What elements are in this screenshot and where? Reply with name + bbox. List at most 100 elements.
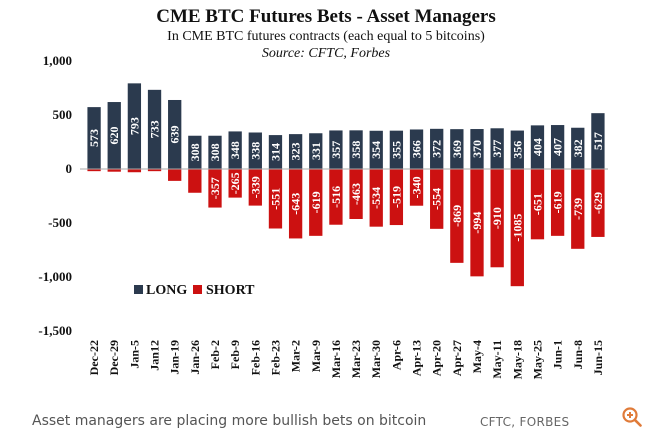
x-tick-label: Mar-30 — [369, 340, 383, 378]
long-bar — [228, 131, 242, 169]
bar-chart: CME BTC Futures Bets - Asset Managers In… — [38, 6, 608, 379]
short-bar — [349, 169, 363, 220]
x-tick-label: Mar-9 — [309, 340, 323, 372]
caption-bar: Asset managers are placing more bullish … — [0, 405, 650, 436]
short-bar — [389, 169, 404, 226]
short-value-label: -339 — [248, 176, 262, 198]
x-tick-label: Mar-2 — [289, 340, 303, 372]
legend-swatch-short — [193, 285, 202, 294]
short-bar — [550, 169, 565, 236]
long-value-label: 377 — [490, 140, 504, 158]
short-value-label: -534 — [369, 187, 383, 209]
long-value-label: 517 — [591, 132, 605, 150]
x-tick-label: Feb-9 — [228, 340, 242, 369]
long-bar — [470, 129, 484, 169]
y-tick-label: -500 — [48, 215, 72, 230]
y-tick-label: 0 — [66, 161, 73, 176]
long-value-label: 733 — [148, 120, 162, 138]
short-value-label: -910 — [490, 207, 504, 229]
short-value-label: -265 — [228, 172, 242, 194]
x-tick-label: Jan-19 — [168, 340, 182, 375]
chart-subtitle: In CME BTC futures contracts (each equal… — [167, 29, 485, 44]
short-value-label: -463 — [349, 183, 363, 205]
y-tick-label: 1,000 — [43, 53, 72, 68]
long-value-label: 354 — [369, 141, 383, 159]
long-bar — [591, 113, 605, 169]
short-bar — [309, 169, 323, 236]
short-value-label: -629 — [591, 192, 605, 214]
long-bar — [349, 130, 363, 169]
short-value-label: -554 — [430, 188, 444, 210]
short-bar — [268, 169, 283, 229]
long-bar — [268, 135, 283, 169]
chart-source: Source: CFTC, Forbes — [262, 46, 391, 61]
y-tick-label: -1,000 — [38, 269, 72, 284]
x-tick-label: Feb-2 — [208, 340, 222, 369]
short-bar — [329, 169, 343, 225]
long-value-label: 331 — [309, 142, 323, 160]
short-value-label: -994 — [470, 212, 484, 234]
long-value-label: 358 — [349, 141, 363, 159]
long-value-label: 366 — [410, 140, 424, 158]
long-bar — [168, 99, 182, 169]
long-value-label: 573 — [87, 129, 101, 147]
long-value-label: 404 — [530, 138, 544, 156]
long-bar — [490, 128, 504, 169]
legend-swatch-long — [134, 285, 143, 294]
long-bar — [208, 135, 222, 169]
long-value-label: 356 — [510, 141, 524, 159]
x-tick-label: Jan-26 — [188, 340, 202, 375]
long-value-label: 323 — [289, 143, 303, 161]
y-tick-label: 500 — [53, 107, 73, 122]
long-value-label: 620 — [107, 127, 121, 145]
long-bar — [288, 134, 303, 169]
legend: LONG SHORT — [134, 283, 255, 298]
short-bar — [510, 169, 524, 287]
x-tick-label: Dec-29 — [107, 340, 121, 375]
short-value-label: -619 — [309, 191, 323, 213]
x-tick-label: Feb-23 — [268, 340, 282, 375]
short-value-label: -516 — [329, 186, 343, 208]
long-bar — [430, 128, 444, 169]
short-value-label: -1085 — [510, 214, 524, 242]
short-value-label: -643 — [289, 193, 303, 215]
short-bar — [490, 169, 504, 268]
short-value-label: -869 — [450, 205, 464, 227]
x-tick-label: Jun-8 — [571, 340, 585, 369]
short-bar — [248, 169, 262, 206]
long-value-label: 370 — [470, 140, 484, 158]
long-bar — [147, 89, 162, 169]
x-tick-label: May-18 — [510, 340, 524, 379]
y-axis: 1,000 500 0 -500 -1,000 -1,500 — [38, 53, 72, 338]
caption-text: Asset managers are placing more bullish … — [32, 413, 427, 429]
long-bar — [450, 129, 464, 169]
long-bar — [530, 125, 545, 169]
short-bar — [450, 169, 464, 263]
short-bar — [228, 169, 242, 198]
long-bar — [369, 130, 383, 169]
long-value-label: 308 — [188, 143, 202, 161]
long-value-label: 314 — [268, 143, 282, 161]
x-tick-label: May-11 — [490, 340, 504, 379]
short-bar — [208, 169, 222, 208]
short-value-label: -651 — [530, 193, 544, 215]
long-bar — [188, 135, 202, 169]
long-bar — [107, 102, 121, 169]
long-bar — [309, 133, 323, 169]
short-bar — [168, 169, 182, 181]
short-value-label: -340 — [410, 176, 424, 198]
x-tick-label: Jan12 — [148, 340, 162, 371]
long-value-label: 338 — [248, 142, 262, 160]
short-value-label: -551 — [268, 188, 282, 210]
x-tick-label: Apr-6 — [389, 340, 403, 370]
long-bar — [87, 107, 101, 169]
long-bar — [550, 125, 565, 169]
zoom-in-icon[interactable] — [620, 405, 644, 429]
short-value-label: -357 — [208, 177, 222, 199]
x-tick-label: Mar-16 — [329, 340, 343, 378]
short-value-label: -739 — [571, 198, 585, 220]
long-bar — [248, 132, 262, 169]
x-tick-label: Mar-23 — [349, 340, 363, 378]
long-value-label: 639 — [168, 125, 182, 143]
x-tick-label: May-4 — [470, 340, 484, 373]
